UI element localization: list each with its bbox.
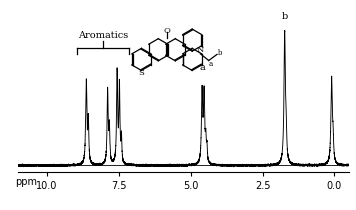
- Text: Aromatics: Aromatics: [78, 31, 128, 40]
- Text: a: a: [200, 63, 205, 72]
- Text: b: b: [282, 12, 288, 21]
- Text: ppm: ppm: [15, 177, 37, 187]
